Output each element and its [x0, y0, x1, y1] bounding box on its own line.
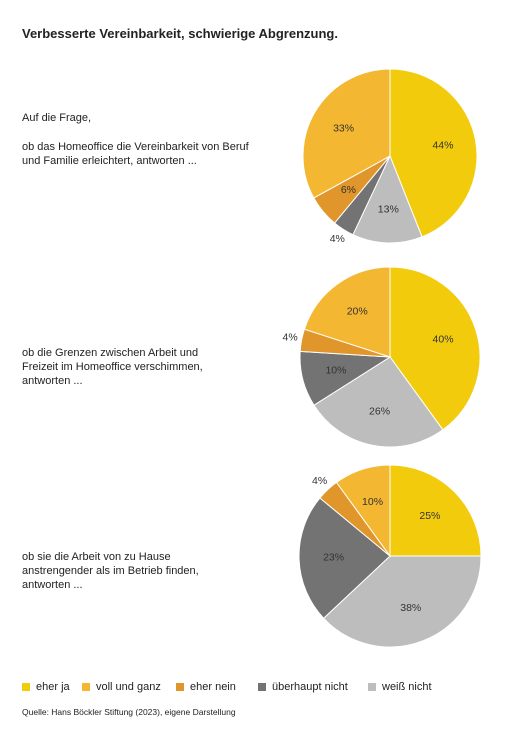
- value-label: 23%: [323, 552, 344, 564]
- legend-label: überhaupt nicht: [272, 681, 348, 693]
- value-label: 10%: [325, 365, 346, 377]
- pie-slice: [389, 464, 482, 557]
- pie-slice: [298, 497, 391, 620]
- question: ob das Homeoffice die Vereinbarkeit von …: [22, 141, 249, 167]
- legend-item: voll und ganz: [82, 681, 161, 693]
- pie-slice: [335, 464, 391, 558]
- legend-item: eher nein: [176, 681, 236, 693]
- legend-label: voll und ganz: [96, 681, 161, 693]
- legend-label: eher nein: [190, 681, 236, 693]
- pie-slice: [389, 266, 481, 431]
- value-label: 40%: [433, 334, 454, 346]
- legend-label: eher ja: [36, 681, 70, 693]
- value-label: 44%: [432, 140, 453, 152]
- value-label: 10%: [362, 496, 383, 508]
- value-label: 4%: [283, 332, 298, 344]
- legend-swatch: [258, 683, 266, 691]
- pie-slice: [389, 68, 478, 238]
- value-label: 26%: [369, 406, 390, 418]
- legend-swatch: [82, 683, 90, 691]
- value-label: 25%: [419, 510, 440, 522]
- value-label: 20%: [347, 306, 368, 318]
- intro: Auf die Frage,: [22, 112, 92, 124]
- source: Quelle: Hans Böckler Stiftung (2023), ei…: [22, 707, 236, 717]
- question: ob sie die Arbeit von zu Hause anstrenge…: [22, 551, 199, 591]
- pie-slice: [303, 266, 391, 358]
- title: Verbesserte Vereinbarkeit, schwierige Ab…: [22, 26, 338, 41]
- legend-item: weiß nicht: [368, 681, 432, 693]
- value-label: 13%: [378, 204, 399, 216]
- legend-swatch: [176, 683, 184, 691]
- legend-item: überhaupt nicht: [258, 681, 348, 693]
- legend-swatch: [22, 683, 30, 691]
- legend-swatch: [368, 683, 376, 691]
- pie-slice: [302, 68, 391, 199]
- value-label: 33%: [333, 122, 354, 134]
- value-label: 38%: [400, 602, 421, 614]
- value-label: 4%: [330, 233, 345, 245]
- value-label: 6%: [341, 184, 356, 196]
- value-label: 4%: [312, 475, 327, 487]
- legend-item: eher ja: [22, 681, 70, 693]
- pie-slice: [322, 555, 482, 648]
- legend-label: weiß nicht: [382, 681, 432, 693]
- pie-slice: [352, 154, 423, 244]
- pie-slice: [313, 356, 444, 448]
- question: ob die Grenzen zwischen Arbeit und Freiz…: [22, 347, 203, 387]
